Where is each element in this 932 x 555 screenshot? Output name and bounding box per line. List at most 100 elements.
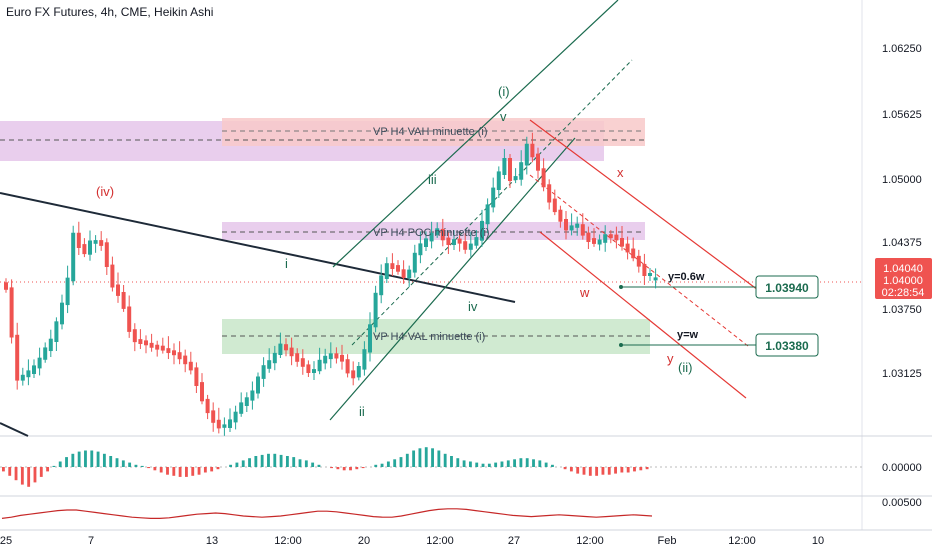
candle-body xyxy=(267,360,272,369)
candle-body xyxy=(362,349,367,370)
candle-body xyxy=(37,357,42,369)
oscillator-bar xyxy=(380,463,384,467)
wave-label-wave-i: (i) xyxy=(498,84,510,99)
oscillator-bar xyxy=(71,453,75,467)
oscillator-bar xyxy=(216,467,220,470)
oscillator-bar xyxy=(273,453,277,467)
candle-body xyxy=(200,382,204,402)
candle-body xyxy=(54,321,59,342)
oscillator-bar xyxy=(102,453,106,467)
oscillator-bar xyxy=(405,453,409,467)
candle-body xyxy=(580,224,585,236)
candle-body xyxy=(440,228,445,241)
candle-body xyxy=(216,419,221,429)
time-tick-label: 27 xyxy=(508,535,520,547)
oscillator-bar xyxy=(412,450,416,467)
price-tick-label: 1.05000 xyxy=(882,174,922,186)
oscillator-bar xyxy=(633,467,636,472)
vp-zone-purple-poc xyxy=(222,222,645,240)
wave-label-y: y xyxy=(667,351,674,366)
candle-body xyxy=(508,158,512,181)
oscillator-bar xyxy=(298,459,302,467)
oscillator-bar xyxy=(317,464,321,467)
time-tick-label: 7 xyxy=(88,535,94,547)
candle-body xyxy=(295,353,300,362)
oscillator-bar xyxy=(342,467,346,471)
candle-body xyxy=(340,354,344,362)
level-box-2-label: 1.03380 xyxy=(765,339,809,353)
oscillator-bar xyxy=(121,460,125,467)
candle-body xyxy=(463,241,468,250)
level-box-1[interactable] xyxy=(755,275,819,299)
red-channel-lower[interactable] xyxy=(539,231,747,399)
oscillator-bar xyxy=(494,462,498,467)
candle-body xyxy=(172,350,176,356)
candle-body xyxy=(76,232,81,248)
oscillator-bar xyxy=(33,467,37,483)
price-badge-countdown: 02:28:54 xyxy=(882,287,925,299)
wave-label-x: x xyxy=(617,165,624,180)
candle-body xyxy=(317,359,322,372)
oscillator-bar xyxy=(418,448,422,467)
level-box-2[interactable] xyxy=(755,333,819,357)
candle-body xyxy=(452,239,456,245)
candle-body xyxy=(9,287,14,338)
candle-body xyxy=(88,240,92,255)
candle-body xyxy=(4,282,8,290)
channel-upper[interactable] xyxy=(332,0,619,268)
time-tick-label: 10 xyxy=(812,535,824,547)
oscillator-bar xyxy=(46,467,50,472)
oscillator-bar xyxy=(336,467,340,470)
oscillator-bar xyxy=(191,467,195,476)
osc-tick-0: 0.00000 xyxy=(882,462,922,474)
candle-body xyxy=(569,225,574,231)
oscillator-bar xyxy=(481,463,485,467)
oscillator-bar xyxy=(166,467,169,475)
candles-group xyxy=(4,132,658,436)
oscillator-bar xyxy=(393,459,397,467)
oscillator-bar xyxy=(267,453,270,467)
price-tick-label: 1.04375 xyxy=(882,237,922,249)
candle-body xyxy=(620,238,624,247)
candle-body xyxy=(642,263,647,276)
red-channel-upper[interactable] xyxy=(529,119,759,291)
price-tick-label: 1.03125 xyxy=(882,368,922,380)
time-axis[interactable]: 25 7 13 12:00 20 12:00 27 12:00 Feb 12:00 10 xyxy=(0,535,824,547)
candle-body xyxy=(334,353,339,359)
oscillator-bar xyxy=(27,467,31,487)
candle-body xyxy=(312,369,316,373)
price-badge-last: 1.04040 xyxy=(883,263,923,275)
candle-body xyxy=(384,263,389,279)
candle-body xyxy=(575,223,580,228)
oscillator-bar xyxy=(8,467,12,476)
price-axis[interactable]: 1.06250 1.05625 1.05000 1.04375 1.03750 1.031… xyxy=(882,43,922,380)
oscillator-bar xyxy=(279,454,283,467)
channel-lower[interactable] xyxy=(329,137,576,421)
projection-eq-dot xyxy=(619,343,623,347)
oscillator-bar xyxy=(431,448,434,467)
vp-zone-pink-vah xyxy=(222,118,645,146)
candle-body xyxy=(284,344,288,351)
level-box-1-label: 1.03940 xyxy=(765,281,809,295)
oscillator-bar xyxy=(582,467,586,475)
candle-body xyxy=(244,397,249,406)
candle-body xyxy=(239,402,244,414)
oscillator-bar xyxy=(241,460,245,467)
oscillator-bar xyxy=(153,467,157,471)
candle-body xyxy=(166,348,171,354)
candle-body xyxy=(496,171,501,190)
price-tick-label: 1.05625 xyxy=(882,109,922,121)
price-tick-label: 1.06250 xyxy=(882,43,922,55)
oscillator-bar xyxy=(626,467,630,473)
oscillator-bar xyxy=(639,467,643,471)
price-badge-prev: 1.04000 xyxy=(883,275,923,287)
candle-body xyxy=(536,153,540,171)
candle-body xyxy=(82,244,87,255)
candle-body xyxy=(272,352,277,364)
candle-body xyxy=(43,347,48,360)
oscillator-bar xyxy=(437,450,441,467)
oscillator-bar xyxy=(374,464,378,467)
candle-body xyxy=(188,361,193,371)
